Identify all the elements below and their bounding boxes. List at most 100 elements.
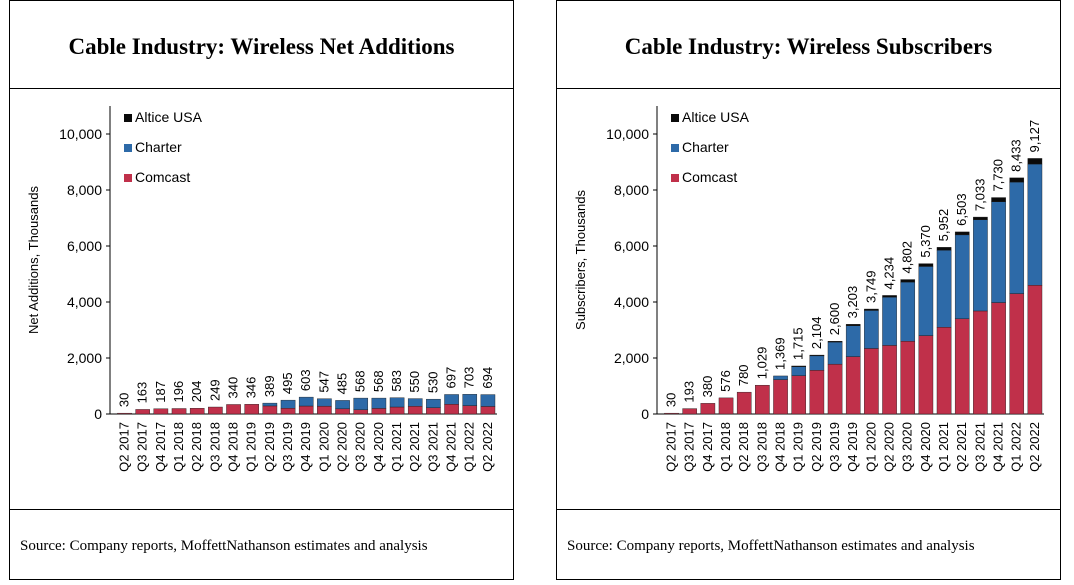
net-additions-chart: 0 2,000 4,000 6,000 8,000 10,000 Net Additions… — [26, 106, 497, 472]
bar-comcast — [462, 405, 478, 415]
y-tick-label: 10,000 — [606, 126, 649, 142]
bar-charter — [353, 397, 369, 411]
data-label: 703 — [462, 367, 477, 389]
legend-swatch-comcast — [671, 174, 679, 182]
bar-charter — [371, 397, 387, 409]
bar-charter — [317, 398, 332, 407]
bar-comcast — [407, 406, 423, 415]
data-label: 30 — [117, 393, 132, 407]
data-label: 576 — [718, 370, 733, 392]
bar-charter — [809, 355, 825, 371]
net-additions-chart-area: 0 2,000 4,000 6,000 8,000 10,000 Net Additions… — [10, 90, 513, 510]
bar-charter — [882, 296, 897, 346]
subscribers-title: Cable Industry: Wireless Subscribers — [557, 5, 1060, 89]
bar-charter — [407, 398, 423, 407]
bar-comcast — [700, 403, 716, 415]
bar-comcast — [226, 404, 241, 415]
data-label: 8,433 — [1009, 139, 1024, 172]
x-tick-label: Q4 2020 — [918, 422, 933, 472]
bar-charter — [426, 398, 441, 408]
x-tick-label: Q1 2022 — [462, 422, 477, 472]
bar-comcast — [718, 397, 734, 415]
data-label: 694 — [480, 367, 495, 389]
y-tick-label: 2,000 — [614, 350, 649, 366]
legend-swatch-altice-usa — [124, 114, 132, 122]
data-label: 346 — [244, 377, 259, 399]
net-additions-source: Source: Company reports, MoffettNathanso… — [20, 538, 428, 554]
data-label: 495 — [280, 372, 295, 394]
y-tick-label: 4,000 — [614, 294, 649, 310]
bar-charter — [918, 266, 934, 336]
bar-comcast — [736, 391, 752, 415]
bar-comcast — [208, 406, 223, 415]
x-tick-label: Q3 2017 — [682, 422, 697, 472]
bar-charter — [335, 400, 350, 410]
bar-charter — [936, 249, 952, 328]
data-label: 530 — [425, 371, 440, 393]
data-label: 249 — [207, 379, 222, 401]
data-label: 583 — [389, 370, 404, 392]
bar-comcast — [371, 408, 387, 415]
legend-label-altice-usa: Altice USA — [135, 109, 203, 125]
bar-altice-usa — [809, 354, 825, 357]
y-tick-label: 0 — [641, 406, 649, 422]
bar-charter — [1009, 181, 1025, 294]
x-tick-label: Q2 2021 — [954, 422, 969, 472]
bar-comcast — [298, 405, 314, 415]
bar-charter — [900, 281, 916, 342]
bar-comcast — [389, 406, 405, 415]
data-label: 340 — [226, 377, 241, 399]
data-label: 568 — [371, 370, 386, 392]
x-tick-label: Q3 2021 — [425, 422, 440, 472]
bar-comcast — [262, 405, 278, 415]
x-tick-label: Q4 2021 — [991, 422, 1006, 472]
data-label: 187 — [153, 381, 168, 403]
bar-charter — [298, 396, 314, 407]
bar-comcast — [791, 375, 807, 415]
subscribers-chart: 0 2,000 4,000 6,000 8,000 10,000 Subscribers, … — [573, 106, 1044, 472]
x-tick-label: Q4 2017 — [700, 422, 715, 472]
y-tick-label: 8,000 — [67, 182, 102, 198]
legend-label-charter: Charter — [135, 139, 182, 155]
data-label: 163 — [135, 382, 150, 404]
y-tick-label: 2,000 — [67, 350, 102, 366]
bar-comcast — [317, 405, 332, 415]
bar-comcast — [773, 379, 788, 415]
bar-comcast — [426, 407, 441, 415]
x-tick-label: Q2 2019 — [809, 422, 824, 472]
bar-comcast — [845, 356, 861, 415]
x-tick-label: Q1 2022 — [1009, 422, 1024, 472]
bar-comcast — [827, 363, 843, 415]
x-tick-label: Q1 2018 — [171, 422, 186, 472]
y-tick-label: 4,000 — [67, 294, 102, 310]
bar-altice-usa — [918, 263, 934, 267]
data-label: 697 — [444, 367, 459, 389]
legend: Altice USA Charter Comcast — [124, 109, 203, 185]
data-label: 485 — [335, 373, 350, 395]
legend-swatch-charter — [671, 144, 679, 152]
data-label: 4,234 — [882, 257, 897, 290]
bar-altice-usa — [845, 324, 861, 326]
y-axis-title: Subscribers, Thousands — [573, 190, 588, 330]
x-tick-label: Q1 2019 — [244, 422, 259, 472]
x-tick-label: Q1 2021 — [389, 422, 404, 472]
bar-charter — [1027, 163, 1043, 286]
bar-charter — [791, 366, 807, 376]
bar-altice-usa — [791, 365, 807, 367]
bar-comcast — [353, 409, 369, 415]
data-label: 780 — [736, 364, 751, 386]
x-tick-label: Q2 2019 — [262, 422, 277, 472]
bar-altice-usa — [973, 216, 988, 220]
bar-charter — [462, 394, 478, 406]
x-tick-label: Q4 2018 — [226, 422, 241, 472]
x-tick-label: Q3 2018 — [207, 422, 222, 472]
data-label: 9,127 — [1027, 120, 1042, 153]
bar-comcast — [189, 408, 205, 415]
data-label: 4,802 — [900, 241, 915, 274]
bar-comcast — [444, 404, 459, 415]
x-tick-label: Q1 2019 — [791, 422, 806, 472]
data-label: 193 — [682, 381, 697, 403]
subscribers-chart-area: 0 2,000 4,000 6,000 8,000 10,000 Subscribers, … — [557, 90, 1060, 510]
legend-label-comcast: Comcast — [135, 169, 190, 185]
bar-altice-usa — [1027, 158, 1043, 165]
